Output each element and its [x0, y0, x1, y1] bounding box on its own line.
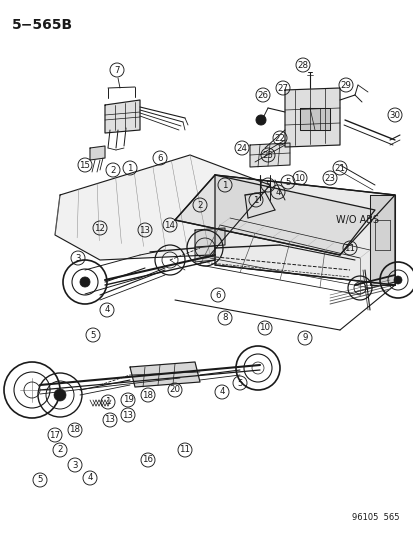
- Polygon shape: [214, 175, 394, 285]
- Text: 13: 13: [104, 416, 115, 424]
- Circle shape: [80, 277, 90, 287]
- Text: 11: 11: [179, 446, 190, 455]
- Polygon shape: [299, 108, 329, 130]
- Polygon shape: [195, 246, 214, 262]
- Text: 17: 17: [50, 431, 60, 440]
- Polygon shape: [195, 228, 224, 247]
- Text: 6: 6: [215, 290, 220, 300]
- Text: 4: 4: [275, 188, 280, 197]
- Text: 25: 25: [262, 150, 273, 159]
- Text: 15: 15: [79, 160, 90, 169]
- Text: 14: 14: [164, 221, 175, 230]
- Text: 9: 9: [301, 334, 307, 343]
- Text: 18: 18: [142, 391, 153, 400]
- Text: 1: 1: [105, 398, 111, 407]
- Text: 4: 4: [87, 473, 93, 482]
- Text: 5−565B: 5−565B: [12, 18, 73, 32]
- Text: 30: 30: [389, 110, 399, 119]
- Polygon shape: [175, 175, 374, 255]
- Text: 12: 12: [94, 223, 105, 232]
- Text: 1: 1: [253, 196, 258, 205]
- Text: 13: 13: [139, 225, 150, 235]
- Text: 11: 11: [344, 244, 355, 253]
- Polygon shape: [369, 195, 394, 285]
- Text: 27: 27: [277, 84, 288, 93]
- Polygon shape: [90, 146, 105, 160]
- Circle shape: [54, 389, 66, 401]
- Text: 5: 5: [37, 475, 43, 484]
- Text: 24: 24: [236, 143, 247, 152]
- Text: 6: 6: [157, 154, 162, 163]
- Text: 7: 7: [114, 66, 119, 75]
- Text: 96105  565: 96105 565: [351, 513, 399, 522]
- Polygon shape: [249, 143, 289, 167]
- Polygon shape: [105, 100, 140, 133]
- Text: 5: 5: [265, 181, 270, 190]
- Polygon shape: [284, 88, 339, 147]
- Text: 3: 3: [75, 254, 81, 262]
- Text: 4: 4: [104, 305, 109, 314]
- Polygon shape: [55, 155, 269, 260]
- Text: 28: 28: [297, 61, 308, 69]
- Text: W/O ABS: W/O ABS: [335, 215, 378, 225]
- Text: 2: 2: [57, 446, 63, 455]
- Text: 16: 16: [142, 456, 153, 464]
- Text: 1: 1: [222, 181, 227, 190]
- Text: 29: 29: [340, 80, 351, 90]
- Text: 4: 4: [219, 387, 224, 397]
- Text: 10: 10: [294, 174, 305, 182]
- Text: 20: 20: [169, 385, 180, 394]
- Text: 10: 10: [259, 324, 270, 333]
- Polygon shape: [130, 362, 199, 387]
- Text: 5: 5: [285, 177, 290, 187]
- Text: 2: 2: [110, 166, 116, 174]
- Text: 18: 18: [69, 425, 80, 434]
- Text: 5: 5: [90, 330, 95, 340]
- Circle shape: [393, 276, 401, 284]
- Text: 23: 23: [324, 174, 335, 182]
- Text: 21: 21: [334, 164, 345, 173]
- Text: 22: 22: [274, 133, 285, 142]
- Text: 8: 8: [222, 313, 227, 322]
- Text: 1: 1: [127, 164, 133, 173]
- Text: 2: 2: [197, 200, 202, 209]
- Text: 5: 5: [237, 378, 242, 387]
- Text: 13: 13: [122, 410, 133, 419]
- Circle shape: [255, 115, 266, 125]
- Text: 3: 3: [72, 461, 78, 470]
- Text: 19: 19: [122, 395, 133, 405]
- Text: 26: 26: [257, 91, 268, 100]
